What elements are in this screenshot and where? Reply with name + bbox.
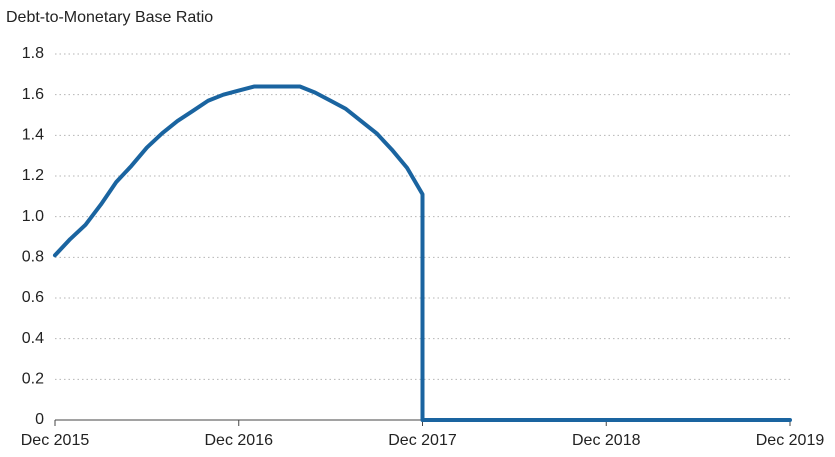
y-tick-label: 0.6 xyxy=(22,289,44,306)
y-tick-label: 1.8 xyxy=(22,45,44,62)
y-tick-label: 1.2 xyxy=(22,167,44,184)
data-line xyxy=(53,84,792,422)
x-tick-label: Dec 2018 xyxy=(572,432,641,449)
x-tick-label: Dec 2015 xyxy=(21,432,90,449)
x-tick-label: Dec 2019 xyxy=(756,432,825,449)
y-tick-label: 0.2 xyxy=(22,371,44,388)
y-tick-label: 1.4 xyxy=(22,127,44,144)
y-axis-label: Debt-to-Monetary Base Ratio xyxy=(6,9,213,26)
y-tick-label: 0.4 xyxy=(22,330,44,347)
x-tick-label: Dec 2017 xyxy=(388,432,457,449)
x-tick-label: Dec 2016 xyxy=(205,432,274,449)
y-tick-label: 0.8 xyxy=(22,249,44,266)
y-tick-label: 1.0 xyxy=(22,208,44,225)
y-tick-label: 0 xyxy=(35,411,44,428)
y-tick-label: 1.6 xyxy=(22,86,44,103)
